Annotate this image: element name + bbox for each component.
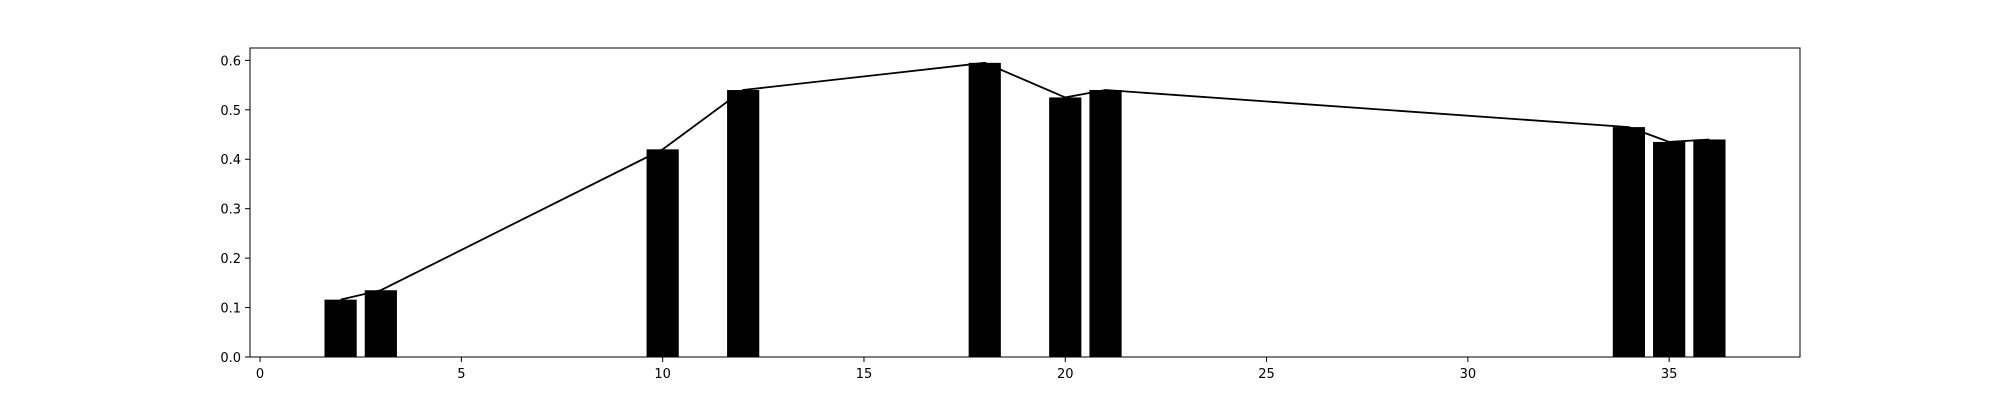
bar-2	[324, 299, 357, 357]
bar-21	[1089, 90, 1122, 358]
y-tick-label: 0.0	[220, 351, 241, 366]
y-tick-label: 0.3	[220, 203, 241, 218]
y-tick-label: 0.2	[220, 252, 241, 267]
x-tick-label: 25	[1258, 367, 1275, 382]
bar-34	[1612, 127, 1645, 357]
x-tick-label: 35	[1661, 367, 1678, 382]
line-layer	[340, 61, 1710, 301]
y-tick-label: 0.5	[220, 104, 241, 119]
y-tick-label: 0.6	[220, 54, 241, 69]
x-tick-label: 30	[1460, 367, 1477, 382]
plot-area-frame	[249, 47, 1801, 358]
x-tick-label: 0	[256, 367, 264, 382]
bar-10	[646, 149, 679, 357]
x-tick-label: 5	[457, 367, 465, 382]
x-tick-label: 10	[654, 367, 671, 382]
series-line	[340, 61, 1710, 301]
ticks-layer: 0 5 10 15 20 25 30 35 0.0 0.1 0.2 0.3 0.4 0.5 0.6	[220, 54, 1677, 382]
bar-36	[1693, 139, 1726, 357]
bar-18	[968, 62, 1001, 357]
x-tick-label: 20	[1057, 367, 1074, 382]
bar-3	[364, 290, 397, 357]
bar-12	[727, 90, 760, 358]
y-tick-label: 0.4	[220, 153, 241, 168]
y-tick-label: 0.1	[220, 302, 241, 317]
x-tick-label: 15	[856, 367, 873, 382]
bar-35	[1653, 141, 1686, 357]
bars-layer	[324, 62, 1726, 358]
bar-20	[1049, 97, 1082, 357]
